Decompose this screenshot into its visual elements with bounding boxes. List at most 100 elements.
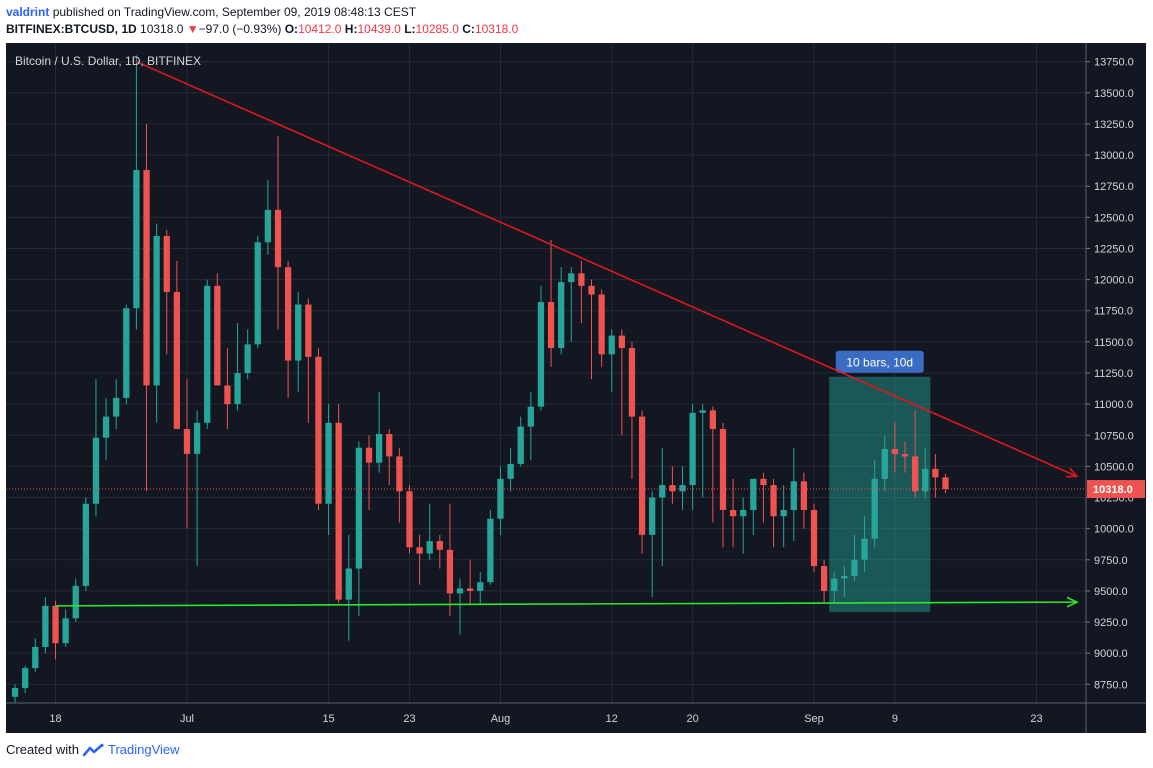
- candle-body: [790, 481, 797, 510]
- candle-body: [750, 478, 757, 510]
- candle-body: [588, 285, 595, 295]
- last-price-label: 10318.0: [1093, 484, 1133, 496]
- open-value: 10412.0: [298, 22, 342, 36]
- author-name[interactable]: valdrint: [6, 5, 50, 19]
- grid-lines: [6, 43, 1086, 703]
- candle-body: [911, 456, 919, 492]
- y-tick-label: 10000.0: [1094, 524, 1134, 536]
- candle-body: [365, 447, 373, 463]
- candle-body: [234, 373, 241, 405]
- y-tick-label: 9750.0: [1094, 555, 1128, 567]
- candle-body: [173, 292, 181, 430]
- range-label: 10 bars, 10d: [846, 356, 913, 370]
- y-tick-label: 10500.0: [1094, 461, 1134, 473]
- x-tick-label: 23: [403, 713, 415, 725]
- candle-body: [446, 549, 454, 594]
- candle-body: [699, 410, 706, 413]
- y-tick-label: 13500.0: [1094, 88, 1134, 100]
- y-tick-label: 12250.0: [1094, 243, 1134, 255]
- low-value: 10285.0: [415, 22, 459, 36]
- candle-body: [477, 582, 484, 591]
- y-tick-label: 8750.0: [1094, 679, 1128, 691]
- candle-body: [204, 285, 211, 423]
- candle-body: [861, 538, 868, 560]
- candle-body: [608, 335, 615, 355]
- x-tick-label: Aug: [491, 713, 511, 725]
- candle-body: [305, 304, 312, 357]
- candle-body: [942, 477, 949, 490]
- candle-body: [547, 302, 555, 349]
- y-tick-label: 12000.0: [1094, 275, 1134, 287]
- range-label-box: [835, 350, 924, 373]
- candle-body: [558, 282, 565, 349]
- candle-body: [123, 308, 130, 398]
- candle-body: [396, 456, 403, 492]
- y-tick-label: 11000.0: [1094, 399, 1133, 411]
- candle-body: [851, 559, 858, 576]
- axes: 13750.0 13500.0 13250.0 13000.0 12750.0 12500…: [6, 43, 1146, 733]
- candle-body: [375, 434, 383, 463]
- created-with-text: Created with: [6, 742, 79, 757]
- candle-body: [102, 416, 110, 438]
- last-value: 10318.0: [140, 22, 184, 36]
- candle-body: [143, 170, 150, 386]
- candle-body: [709, 410, 717, 430]
- candle-body: [183, 429, 191, 454]
- candle-body: [274, 209, 282, 268]
- range-box: [829, 376, 931, 613]
- candle-body: [386, 434, 393, 457]
- tradingview-brand[interactable]: TradingView: [82, 742, 180, 758]
- candle-body: [568, 273, 575, 283]
- candle-body: [254, 242, 261, 345]
- candle-body: [295, 304, 302, 361]
- candle-body: [214, 285, 221, 386]
- support-line: [55, 601, 1077, 607]
- candles: [11, 55, 949, 703]
- candle-body: [598, 294, 605, 355]
- candle-body: [932, 468, 939, 478]
- candle-body: [891, 448, 899, 454]
- down-arrow-icon: ▼: [186, 22, 199, 36]
- candle-body: [22, 668, 29, 689]
- y-tick-label: 11250.0: [1094, 368, 1133, 380]
- candle-body: [113, 397, 120, 417]
- candle-body: [881, 448, 888, 479]
- y-tick-label: 9250.0: [1094, 617, 1128, 629]
- drawn-lines: [6, 60, 1086, 608]
- chart-area[interactable]: 10 bars, 10d 13750.0 13500.0 13250.0 13000.…: [6, 43, 1146, 733]
- candle-body: [740, 509, 747, 517]
- candle-body: [527, 406, 534, 427]
- candle-body: [92, 437, 100, 504]
- candlestick-chart[interactable]: 10 bars, 10d 13750.0 13500.0 13250.0 13000.…: [6, 43, 1146, 733]
- close-value: 10318.0: [474, 22, 519, 36]
- candle-body: [669, 485, 676, 492]
- descending-trendline-arrowhead: [1065, 467, 1079, 478]
- low-label: L:: [404, 22, 416, 36]
- candle-body: [537, 302, 545, 407]
- candle-body: [345, 568, 352, 600]
- candle-body: [841, 575, 848, 579]
- high-value: 10439.0: [357, 22, 401, 36]
- candle-body: [487, 518, 494, 583]
- x-tick-label: 23: [1030, 713, 1042, 725]
- candle-body: [133, 170, 140, 309]
- x-tick-label: 20: [687, 713, 699, 725]
- candle-body: [820, 566, 828, 591]
- candle-body: [62, 618, 69, 644]
- publish-info: published on TradingView.com, September …: [52, 5, 417, 19]
- candle-body: [871, 478, 878, 539]
- candle-body: [831, 578, 838, 591]
- ohlc-bar: BITFINEX:BTCUSD, 1D 10318.0 ▼−97.0 (−0.9…: [6, 21, 518, 38]
- candle-body: [82, 503, 89, 586]
- candle-body: [719, 429, 727, 510]
- descending-trendline: [136, 60, 1078, 478]
- candle-body: [264, 209, 272, 243]
- candle-body: [800, 481, 808, 510]
- candle-body: [436, 541, 443, 550]
- candle-body: [618, 335, 625, 349]
- high-label: H:: [344, 22, 358, 36]
- candle-body: [32, 646, 39, 669]
- candle-body: [659, 485, 666, 498]
- x-tick-label: 9: [892, 713, 898, 725]
- candle-body: [649, 497, 656, 535]
